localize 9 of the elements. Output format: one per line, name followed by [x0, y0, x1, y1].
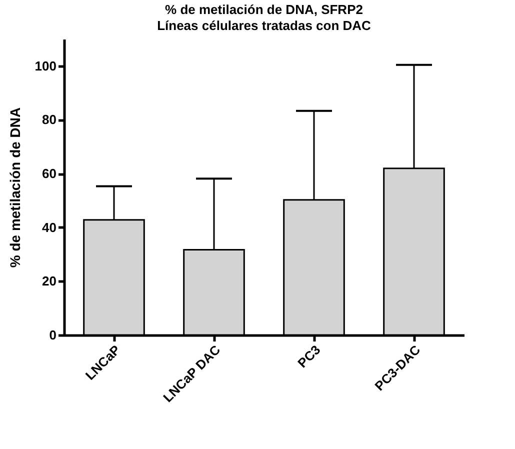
y-tick-label: 20: [42, 274, 56, 289]
y-axis-title: % de metilación de DNA: [6, 107, 23, 268]
y-tick-label: 60: [42, 166, 56, 182]
y-tick-label: 80: [42, 112, 56, 128]
chart-subtitle: Líneas célulares tratadas con DAC: [157, 18, 372, 33]
y-tick-label: 100: [34, 58, 56, 74]
chart-title: % de metilación de DNA, SFRP2: [165, 2, 363, 17]
y-tick-label: 40: [42, 220, 56, 235]
y-tick-label: 0: [49, 328, 56, 342]
